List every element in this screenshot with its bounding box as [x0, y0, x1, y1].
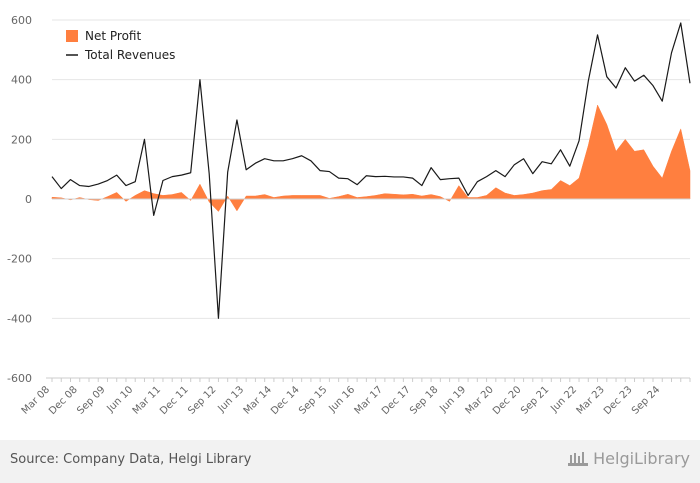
x-tick-label: Dec 17 [380, 384, 413, 417]
x-tick-label: Jun 19 [437, 384, 468, 415]
y-tick-label: -200 [7, 253, 32, 266]
x-tick-label: Sep 18 [408, 384, 440, 416]
x-tick-label: Jun 22 [548, 384, 579, 415]
x-tick-label: Mar 17 [353, 384, 385, 416]
chart-area: 600 400 200 0 -200 -400 -600 Mar 08 Dec 08 Sep 09… [7, 14, 691, 417]
x-tick-label: Mar 14 [242, 384, 274, 416]
footer: Source: Company Data, Helgi Library Helg… [0, 440, 700, 483]
legend-swatch-net-profit [66, 30, 78, 42]
y-tick-label: 400 [11, 74, 32, 87]
total-revenues-line [51, 22, 691, 319]
library-icon [568, 451, 589, 466]
x-tick-label: Sep 21 [519, 384, 551, 416]
x-tick-label: Dec 08 [47, 384, 80, 417]
x-tick-label: Jun 16 [326, 384, 357, 415]
legend-label-total-revenues: Total Revenues [84, 48, 175, 62]
brand-logo[interactable]: HelgiLibrary [567, 449, 690, 468]
x-tick-label: Sep 15 [297, 384, 329, 416]
x-tick-label: Mar 20 [464, 384, 496, 416]
y-tick-label: 600 [11, 14, 32, 27]
x-tick-label: Jun 13 [216, 384, 247, 415]
y-tick-label: -400 [7, 312, 32, 325]
brand-name: HelgiLibrary [593, 449, 690, 468]
y-tick-label: 200 [11, 133, 32, 146]
y-tick-label: -600 [7, 372, 32, 385]
x-tick-label: Mar 08 [20, 384, 52, 416]
x-tick-label: Mar 11 [131, 384, 163, 416]
x-tick-label: Dec 20 [491, 384, 524, 417]
source-text: Source: Company Data, Helgi Library [10, 452, 252, 467]
x-tick-label: Dec 14 [269, 384, 302, 417]
x-tick-label: Sep 12 [186, 384, 218, 416]
x-tick-label: Jun 10 [105, 384, 136, 415]
x-tick-label: Dec 23 [602, 384, 635, 417]
x-tick-label: Sep 24 [630, 384, 662, 416]
net-profit-area [51, 104, 691, 212]
x-tick-label: Sep 09 [75, 384, 107, 416]
x-tick-label: Mar 23 [575, 384, 607, 416]
y-tick-label: 0 [25, 193, 32, 206]
x-tick-label: Dec 11 [158, 384, 191, 417]
legend-label-net-profit: Net Profit [85, 29, 141, 43]
